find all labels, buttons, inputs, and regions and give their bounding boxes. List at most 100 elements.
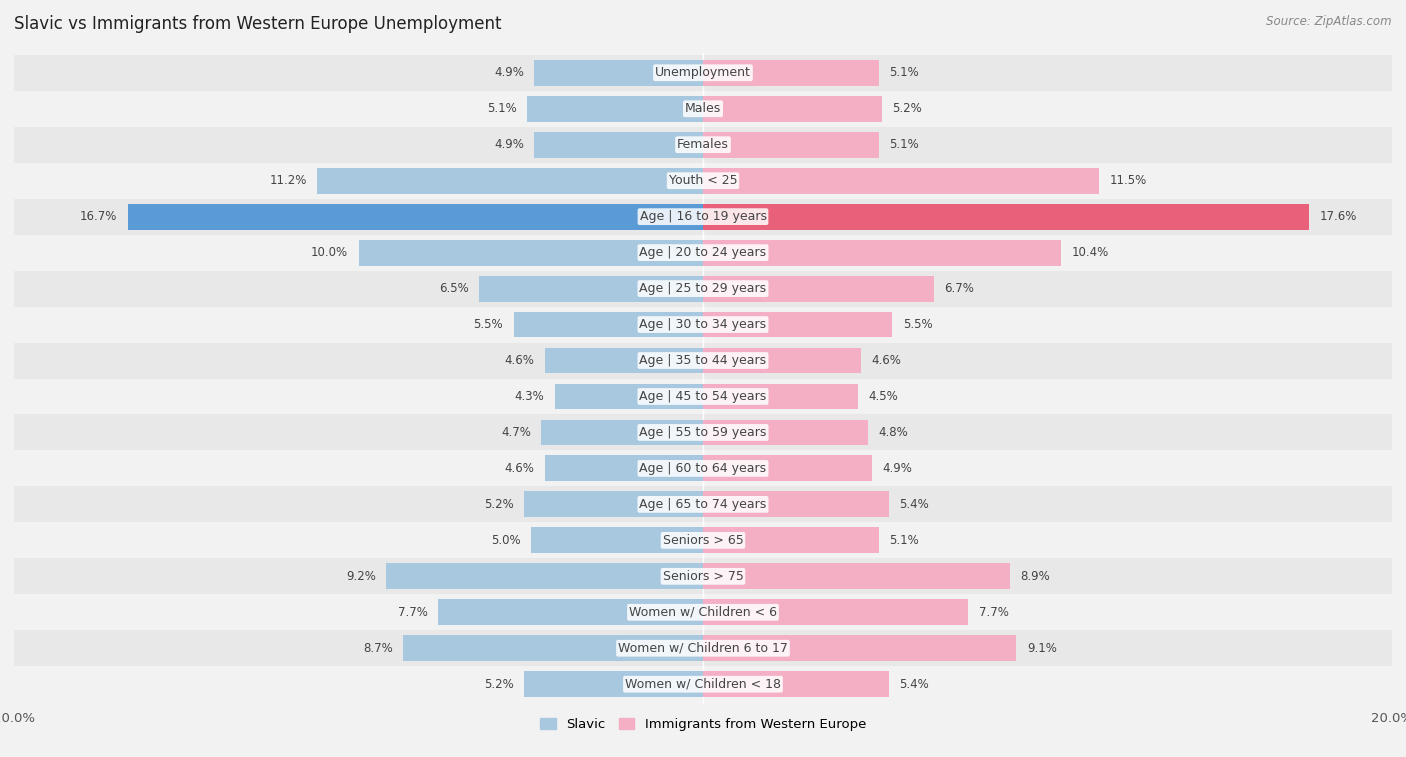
Text: Seniors > 75: Seniors > 75 xyxy=(662,570,744,583)
Bar xyxy=(14,270,1392,307)
Text: 5.1%: 5.1% xyxy=(889,67,918,79)
Bar xyxy=(387,563,703,589)
Text: Youth < 25: Youth < 25 xyxy=(669,174,737,187)
Bar xyxy=(14,342,1392,378)
Text: 10.0%: 10.0% xyxy=(311,246,349,259)
Text: 4.9%: 4.9% xyxy=(494,139,524,151)
Bar xyxy=(524,671,703,697)
Bar xyxy=(703,168,1099,194)
Text: Age | 60 to 64 years: Age | 60 to 64 years xyxy=(640,462,766,475)
Bar xyxy=(703,96,882,122)
Bar xyxy=(14,126,1392,163)
Text: 11.2%: 11.2% xyxy=(270,174,307,187)
Bar xyxy=(703,671,889,697)
Text: 4.9%: 4.9% xyxy=(494,67,524,79)
Text: Age | 65 to 74 years: Age | 65 to 74 years xyxy=(640,498,766,511)
Text: 4.3%: 4.3% xyxy=(515,390,544,403)
Text: 5.1%: 5.1% xyxy=(889,139,918,151)
Text: 10.4%: 10.4% xyxy=(1071,246,1109,259)
Bar xyxy=(703,600,969,625)
Bar xyxy=(404,635,703,661)
Text: 5.4%: 5.4% xyxy=(900,498,929,511)
Bar xyxy=(14,450,1392,487)
Text: 5.2%: 5.2% xyxy=(893,102,922,115)
Bar xyxy=(703,60,879,86)
Bar xyxy=(531,528,703,553)
Text: 8.7%: 8.7% xyxy=(363,642,392,655)
Bar xyxy=(703,528,879,553)
Bar xyxy=(544,347,703,373)
Text: 4.8%: 4.8% xyxy=(879,426,908,439)
Text: Age | 20 to 24 years: Age | 20 to 24 years xyxy=(640,246,766,259)
Bar xyxy=(703,240,1062,266)
Text: Age | 45 to 54 years: Age | 45 to 54 years xyxy=(640,390,766,403)
Legend: Slavic, Immigrants from Western Europe: Slavic, Immigrants from Western Europe xyxy=(534,713,872,737)
Text: 4.6%: 4.6% xyxy=(505,354,534,367)
Text: Females: Females xyxy=(678,139,728,151)
Bar xyxy=(128,204,703,229)
Bar xyxy=(14,487,1392,522)
Text: 6.7%: 6.7% xyxy=(945,282,974,295)
Text: Seniors > 65: Seniors > 65 xyxy=(662,534,744,547)
Text: Age | 16 to 19 years: Age | 16 to 19 years xyxy=(640,210,766,223)
Bar xyxy=(14,522,1392,559)
Text: 16.7%: 16.7% xyxy=(80,210,117,223)
Text: 5.1%: 5.1% xyxy=(488,102,517,115)
Text: 9.1%: 9.1% xyxy=(1026,642,1057,655)
Text: 5.2%: 5.2% xyxy=(484,498,513,511)
Bar xyxy=(703,276,934,301)
Bar xyxy=(703,563,1010,589)
Text: Age | 55 to 59 years: Age | 55 to 59 years xyxy=(640,426,766,439)
Text: 9.2%: 9.2% xyxy=(346,570,375,583)
Text: Unemployment: Unemployment xyxy=(655,67,751,79)
Bar xyxy=(703,456,872,481)
Bar xyxy=(14,594,1392,631)
Text: Slavic vs Immigrants from Western Europe Unemployment: Slavic vs Immigrants from Western Europe… xyxy=(14,15,502,33)
Bar xyxy=(14,235,1392,270)
Text: 5.2%: 5.2% xyxy=(484,678,513,690)
Text: 6.5%: 6.5% xyxy=(439,282,468,295)
Text: Women w/ Children < 18: Women w/ Children < 18 xyxy=(626,678,780,690)
Text: 5.1%: 5.1% xyxy=(889,534,918,547)
Text: 4.9%: 4.9% xyxy=(882,462,912,475)
Text: 8.9%: 8.9% xyxy=(1019,570,1050,583)
Bar xyxy=(534,132,703,157)
Bar xyxy=(14,198,1392,235)
Bar xyxy=(513,312,703,338)
Text: 4.6%: 4.6% xyxy=(872,354,901,367)
Bar xyxy=(703,204,1309,229)
Bar xyxy=(437,600,703,625)
Text: 4.7%: 4.7% xyxy=(501,426,531,439)
Bar xyxy=(703,384,858,410)
Text: 5.0%: 5.0% xyxy=(491,534,520,547)
Text: 5.5%: 5.5% xyxy=(903,318,932,331)
Text: Women w/ Children 6 to 17: Women w/ Children 6 to 17 xyxy=(619,642,787,655)
Text: Age | 30 to 34 years: Age | 30 to 34 years xyxy=(640,318,766,331)
Bar xyxy=(14,91,1392,126)
Bar xyxy=(541,419,703,445)
Text: 17.6%: 17.6% xyxy=(1320,210,1357,223)
Bar xyxy=(479,276,703,301)
Bar xyxy=(534,60,703,86)
Bar xyxy=(359,240,703,266)
Bar xyxy=(14,666,1392,702)
Bar xyxy=(703,347,862,373)
Bar xyxy=(703,635,1017,661)
Text: Males: Males xyxy=(685,102,721,115)
Bar xyxy=(703,491,889,517)
Text: Women w/ Children < 6: Women w/ Children < 6 xyxy=(628,606,778,618)
Text: 7.7%: 7.7% xyxy=(979,606,1008,618)
Bar xyxy=(14,631,1392,666)
Text: 7.7%: 7.7% xyxy=(398,606,427,618)
Bar xyxy=(14,163,1392,198)
Text: 4.5%: 4.5% xyxy=(869,390,898,403)
Bar xyxy=(555,384,703,410)
Text: 5.5%: 5.5% xyxy=(474,318,503,331)
Bar xyxy=(318,168,703,194)
Bar xyxy=(703,419,869,445)
Text: 11.5%: 11.5% xyxy=(1109,174,1147,187)
Bar xyxy=(703,132,879,157)
Bar xyxy=(14,307,1392,342)
Bar xyxy=(703,312,893,338)
Bar xyxy=(544,456,703,481)
